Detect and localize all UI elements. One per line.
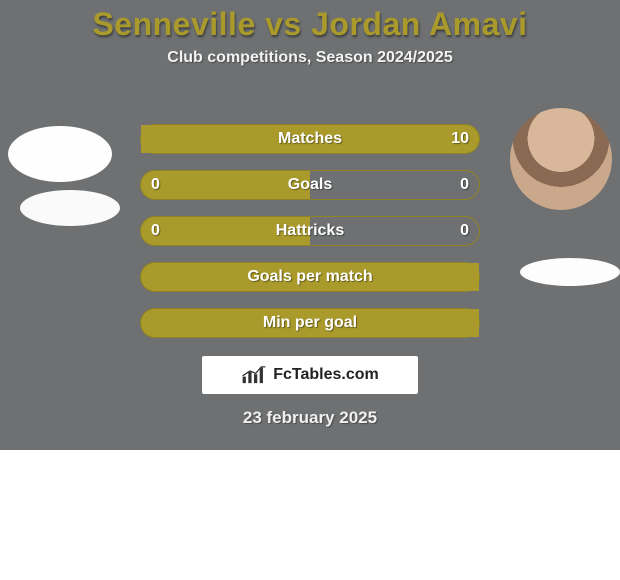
stat-value-right: 10 — [441, 125, 479, 153]
stat-value-right: 0 — [450, 217, 479, 245]
stats-rows: Matches 10 0 Goals 0 0 Hattricks 0 Goals per mat… — [140, 124, 480, 354]
stat-value-left — [141, 125, 161, 153]
stat-value-right — [459, 263, 479, 291]
brand-badge: FcTables.com — [202, 356, 418, 394]
player-right-shadow-placeholder — [520, 258, 620, 286]
stat-label: Goals — [288, 176, 332, 194]
stat-row: 0 Goals 0 — [140, 170, 480, 200]
subtitle: Club competitions, Season 2024/2025 — [0, 49, 620, 67]
stat-value-right: 0 — [450, 171, 479, 199]
bar-chart-icon — [241, 365, 267, 385]
stat-row: Min per goal — [140, 308, 480, 338]
player-left-avatar-placeholder — [8, 126, 112, 182]
stat-value-left — [141, 263, 161, 291]
date-text: 23 february 2025 — [0, 408, 620, 428]
stat-value-right — [459, 309, 479, 337]
stat-value-left — [141, 309, 161, 337]
stat-row: Goals per match — [140, 262, 480, 292]
player-left-shadow-placeholder — [20, 190, 120, 226]
page-title: Senneville vs Jordan Amavi — [0, 0, 620, 43]
stat-row: Matches 10 — [140, 124, 480, 154]
stat-label: Hattricks — [276, 222, 344, 240]
comparison-card: Senneville vs Jordan Amavi Club competit… — [0, 0, 620, 450]
stat-value-left: 0 — [141, 217, 170, 245]
stat-value-left: 0 — [141, 171, 170, 199]
player-right-avatar — [510, 108, 612, 210]
stat-label: Matches — [278, 130, 342, 148]
stat-label: Min per goal — [263, 314, 357, 332]
stat-row: 0 Hattricks 0 — [140, 216, 480, 246]
brand-text: FcTables.com — [273, 366, 379, 384]
stat-label: Goals per match — [247, 268, 372, 286]
